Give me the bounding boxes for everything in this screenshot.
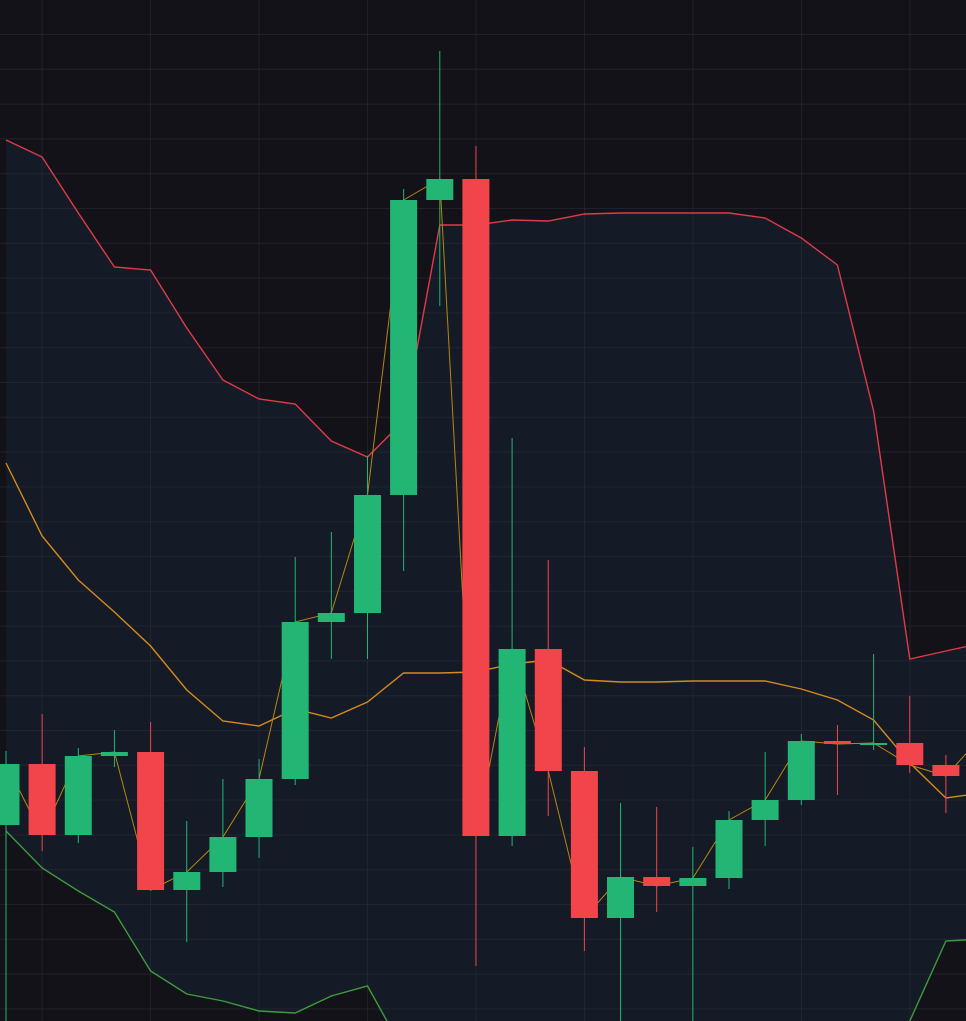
- candle-body: [245, 779, 273, 837]
- candle: [209, 779, 237, 887]
- candle: [860, 654, 888, 750]
- candle: [281, 557, 309, 785]
- candle-body: [28, 764, 56, 835]
- candle: [751, 752, 779, 846]
- candle: [498, 438, 526, 846]
- candle: [607, 803, 634, 1021]
- candle: [137, 722, 165, 891]
- candle: [462, 146, 490, 966]
- candle: [426, 51, 454, 306]
- candle: [390, 189, 418, 571]
- candle: [787, 734, 815, 805]
- candle: [100, 730, 128, 767]
- candle-body: [281, 622, 309, 779]
- candle: [64, 748, 92, 843]
- candle-body: [896, 743, 924, 765]
- candle-body: [317, 613, 345, 622]
- candle: [823, 725, 851, 795]
- candle-body: [390, 200, 418, 495]
- candle: [354, 456, 381, 659]
- close-line: [5, 178, 966, 920]
- candle-body: [679, 878, 707, 886]
- candle: [932, 755, 960, 813]
- candle: [28, 714, 56, 851]
- candle: [0, 751, 20, 1021]
- candle-body: [787, 741, 815, 800]
- candle-body: [715, 820, 743, 878]
- candle-body: [209, 837, 237, 872]
- bollinger-bands: [5, 139, 966, 1021]
- candle: [643, 807, 671, 912]
- candle-body: [426, 179, 454, 200]
- candle-body: [100, 752, 128, 756]
- candle-body: [643, 877, 671, 886]
- candle: [715, 811, 743, 889]
- candle-body: [860, 743, 888, 745]
- candle: [679, 847, 707, 1021]
- candle-body: [137, 752, 165, 890]
- candle: [570, 747, 598, 951]
- candle-body: [751, 800, 779, 820]
- candle-body: [570, 771, 598, 918]
- candle-body: [462, 179, 490, 836]
- candle-body: [64, 756, 92, 835]
- candle-body: [534, 649, 562, 771]
- candle-body: [354, 495, 381, 613]
- candles: [0, 51, 960, 1021]
- lower-band-line: [5, 830, 966, 1021]
- candle: [245, 759, 273, 858]
- candle: [173, 821, 201, 942]
- candle: [896, 696, 924, 773]
- candle-body: [173, 872, 201, 890]
- candle-body: [498, 649, 526, 836]
- candle: [317, 532, 345, 659]
- candle-body: [823, 741, 851, 744]
- middle-band-line: [5, 462, 966, 799]
- candle-body: [932, 765, 960, 776]
- close-price-line: [5, 178, 966, 920]
- candle-body: [607, 877, 634, 918]
- candle: [534, 560, 562, 816]
- upper-band-line: [5, 139, 966, 660]
- candle-body: [0, 764, 20, 825]
